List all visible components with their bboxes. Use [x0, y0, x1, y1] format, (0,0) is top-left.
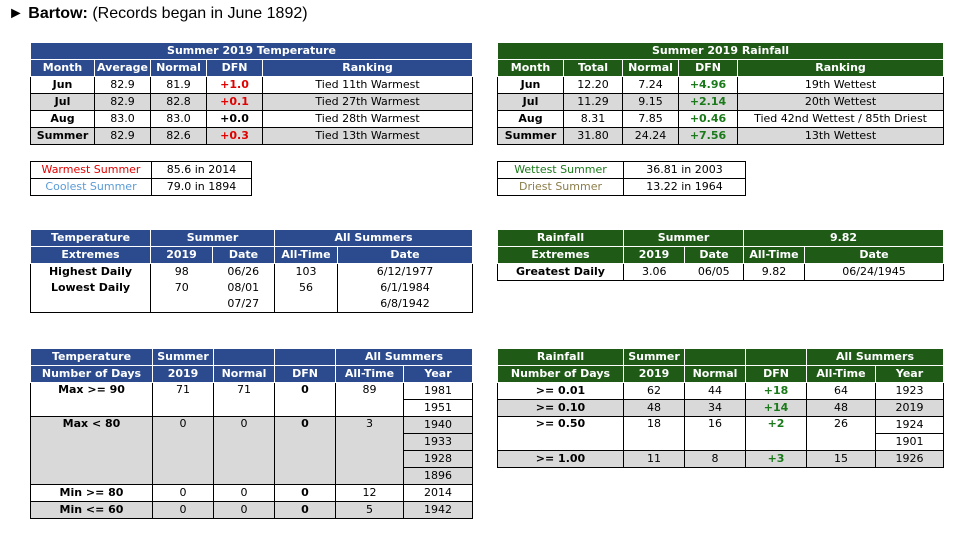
table-row: Highest Daily 98 06/26 103 6/12/1977	[31, 263, 473, 280]
temp-days-table: Temperature Summer All Summers Number of…	[30, 348, 473, 519]
table-row: Aug 83.0 83.0 +0.0 Tied 28th Warmest	[30, 110, 474, 128]
rain-summary-table: Summer 2019 Rainfall Month Total Normal …	[496, 42, 945, 145]
table-row: Lowest Daily 70 08/01 56 6/1/1984	[31, 280, 473, 296]
col-normal: Normal	[150, 59, 207, 77]
table-row: Min <= 60 0 0 0 5 1942	[30, 501, 473, 519]
col-month: Month	[497, 59, 564, 77]
table-row: Jun 82.9 81.9 +1.0 Tied 11th Warmest	[30, 76, 474, 94]
table-row: Aug 8.31 7.85 +0.46 Tied 42nd Wettest / …	[497, 110, 945, 128]
table-row: >= 0.01 62 44 +18 64 1923	[497, 382, 944, 400]
rain-extremes-table: Rainfall Summer 9.82 Extremes 2019 Date …	[497, 229, 945, 281]
coolest-summer-value: 79.0 in 1894	[151, 178, 252, 196]
table-row: Min >= 80 0 0 0 12 2014	[30, 484, 473, 502]
table-row: Jul 82.9 82.8 +0.1 Tied 27th Warmest	[30, 93, 474, 111]
table-row: Jul 11.29 9.15 +2.14 20th Wettest	[497, 93, 945, 111]
table-row: Max < 80 0 0 0 3 1940	[30, 416, 473, 485]
station-name: Bartow:	[28, 5, 88, 22]
col-average: Average	[94, 59, 151, 77]
rain-records-table: Wettest Summer 36.81 in 2003 Driest Summ…	[497, 161, 746, 196]
rain-summary-title: Summer 2019 Rainfall	[496, 42, 945, 60]
col-ranking: Ranking	[261, 59, 474, 77]
col-ranking: Ranking	[736, 59, 945, 77]
warmest-summer-label: Warmest Summer	[30, 161, 152, 179]
table-row: >= 1.00 11 8 +3 15 1926	[497, 450, 944, 468]
rain-days-table: Rainfall Summer All Summers Number of Da…	[497, 348, 944, 468]
col-month: Month	[30, 59, 95, 77]
temp-summary-title: Summer 2019 Temperature	[29, 42, 474, 60]
table-row: Max >= 90 71 71 0 89 1981	[30, 382, 473, 417]
table-row: Jun 12.20 7.24 +4.96 19th Wettest	[497, 76, 945, 94]
driest-summer-value: 13.22 in 1964	[623, 178, 746, 196]
warmest-summer-value: 85.6 in 2014	[151, 161, 252, 179]
col-dfn: DFN	[678, 59, 738, 77]
table-row: Summer 82.9 82.6 +0.3 Tied 13th Warmest	[30, 127, 474, 145]
table-row: >= 0.50 18 16 +2 26 1924	[497, 416, 944, 451]
table-row: 07/27 6/8/1942	[31, 296, 473, 313]
page-title: ► Bartow: (Records began in June 1892)	[8, 5, 308, 23]
col-total: Total	[563, 59, 623, 77]
driest-summer-label: Driest Summer	[497, 178, 624, 196]
table-row: Greatest Daily 3.06 06/05 9.82 06/24/194…	[498, 263, 944, 281]
wettest-summer-value: 36.81 in 2003	[623, 161, 746, 179]
temp-summary-table: Summer 2019 Temperature Month Average No…	[29, 42, 474, 145]
arrow-icon: ►	[8, 5, 24, 22]
col-dfn: DFN	[206, 59, 263, 77]
table-row: Summer 31.80 24.24 +7.56 13th Wettest	[497, 127, 945, 145]
col-normal: Normal	[622, 59, 679, 77]
table-row: >= 0.10 48 34 +14 48 2019	[497, 399, 944, 417]
coolest-summer-label: Coolest Summer	[30, 178, 152, 196]
temp-extremes-table: Temperature Summer All Summers Extremes …	[30, 229, 473, 313]
temp-records-table: Warmest Summer 85.6 in 2014 Coolest Summ…	[30, 161, 252, 196]
wettest-summer-label: Wettest Summer	[497, 161, 624, 179]
records-note: (Records began in June 1892)	[92, 5, 308, 22]
